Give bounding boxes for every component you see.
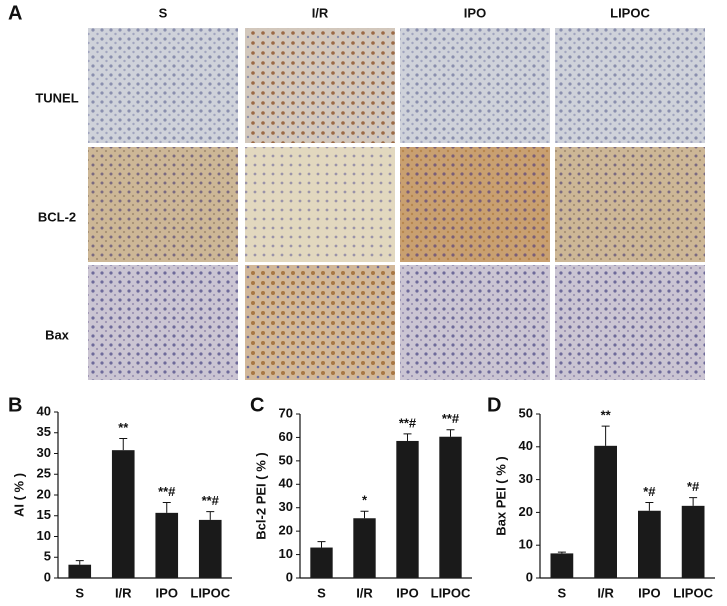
error-bar [446, 429, 455, 437]
bar [681, 505, 705, 578]
error-bar [75, 560, 84, 565]
x-tick-label: I/R [115, 585, 132, 600]
significance-label: ** [601, 408, 612, 423]
y-tick-label: 0 [44, 569, 51, 584]
error-bar [360, 510, 369, 519]
x-tick-label: S [75, 585, 84, 600]
row-label: Bax [45, 328, 70, 343]
significance-label: * [362, 493, 368, 508]
column-label: IPO [464, 5, 486, 20]
y-tick-label: 30 [519, 471, 533, 486]
bar [198, 519, 222, 578]
significance-label: **# [158, 484, 176, 499]
y-tick-label: 5 [44, 549, 51, 564]
significance-label: **# [399, 415, 417, 430]
bar [550, 553, 574, 578]
x-tick-label: I/R [597, 585, 614, 600]
micrograph [400, 265, 550, 380]
micrograph [555, 147, 705, 262]
y-axis-label: Bax PEI ( % ) [493, 456, 508, 535]
micrograph [245, 265, 395, 380]
panel-label: A [8, 2, 22, 24]
y-tick-label: 20 [519, 504, 533, 519]
micrograph [88, 28, 238, 143]
error-bar [601, 425, 610, 446]
row-label: TUNEL [35, 91, 78, 106]
micrograph [555, 265, 705, 380]
y-tick-label: 0 [286, 569, 293, 584]
panel-label: D [487, 394, 501, 416]
x-tick-label: IPO [156, 585, 178, 600]
y-tick-label: 50 [279, 452, 293, 467]
error-bar [206, 511, 215, 520]
y-tick-label: 20 [279, 523, 293, 538]
panel-label: C [250, 394, 264, 416]
bar [353, 518, 376, 578]
x-tick-label: LIPOC [190, 585, 230, 600]
bar [439, 436, 462, 578]
y-tick-label: 70 [279, 405, 293, 420]
bar [638, 510, 661, 578]
micrograph [555, 28, 705, 143]
x-tick-label: I/R [356, 585, 373, 600]
column-label: LIPOC [610, 5, 650, 20]
micrograph [400, 28, 550, 143]
x-tick-label: IPO [638, 585, 660, 600]
x-tick-label: LIPOC [673, 585, 713, 600]
y-tick-label: 40 [519, 438, 533, 453]
micrograph [245, 147, 395, 262]
y-axis-label: Bcl-2 PEI ( % ) [253, 452, 268, 539]
bar [68, 564, 92, 578]
bar [310, 547, 333, 578]
error-bar [119, 438, 128, 451]
x-tick-label: S [317, 585, 326, 600]
micrograph [245, 28, 395, 143]
error-bar [689, 497, 698, 506]
y-tick-label: 40 [279, 476, 293, 491]
bar [155, 512, 179, 578]
error-bar [403, 433, 412, 441]
micrograph-grid: S I/R IPO LIPOC TUNEL BCL-2 Bax [35, 5, 705, 380]
y-tick-label: 15 [37, 507, 51, 522]
y-tick-label: 25 [37, 466, 51, 481]
error-bar [557, 551, 566, 554]
significance-label: *# [687, 479, 700, 494]
error-bar [317, 541, 326, 548]
y-tick-label: 30 [37, 445, 51, 460]
micrograph [88, 265, 238, 380]
y-tick-label: 10 [279, 546, 293, 561]
x-tick-label: S [558, 585, 567, 600]
x-tick-label: IPO [396, 585, 418, 600]
column-label: I/R [312, 5, 329, 20]
x-tick-label: LIPOC [431, 585, 471, 600]
y-tick-label: 60 [279, 429, 293, 444]
y-tick-label: 0 [526, 569, 533, 584]
bar [111, 450, 135, 578]
bar [396, 440, 419, 578]
y-tick-label: 40 [37, 403, 51, 418]
significance-label: **# [202, 493, 220, 508]
micrograph [88, 147, 238, 262]
y-tick-label: 50 [519, 405, 533, 420]
y-tick-label: 10 [519, 537, 533, 552]
panel-label: B [8, 394, 22, 416]
bar [594, 445, 617, 578]
significance-label: *# [643, 484, 656, 499]
y-axis-label: AI ( % ) [11, 473, 26, 517]
micrograph [400, 147, 550, 262]
y-tick-label: 30 [279, 499, 293, 514]
row-label: BCL-2 [38, 210, 76, 225]
significance-label: ** [118, 420, 129, 435]
significance-label: **# [442, 411, 460, 426]
column-label: S [159, 5, 168, 20]
y-tick-label: 10 [37, 528, 51, 543]
y-tick-label: 35 [37, 424, 51, 439]
error-bar [645, 502, 654, 511]
error-bar [162, 501, 171, 513]
y-tick-label: 20 [37, 486, 51, 501]
